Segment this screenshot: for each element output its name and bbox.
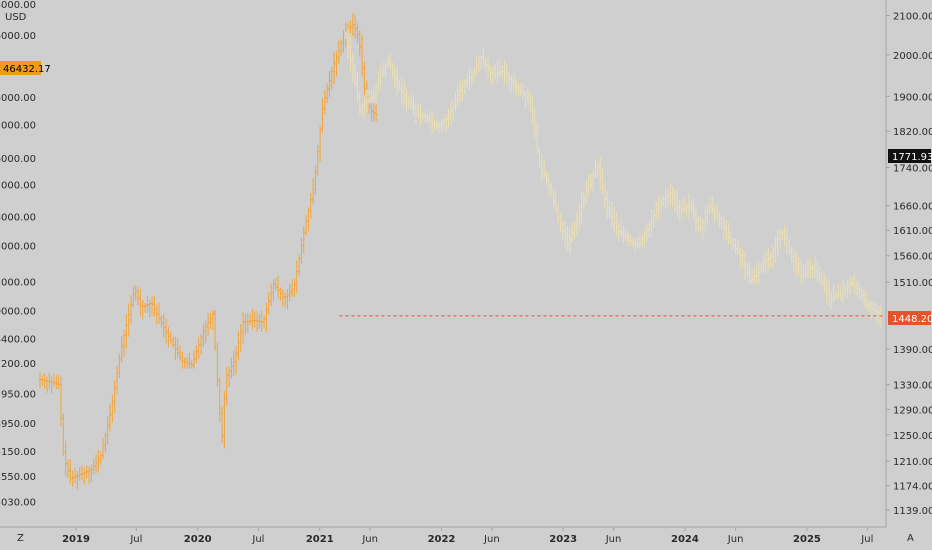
right-axis-series [344,28,882,328]
right-axis-tick-label: 1740.000 [893,163,932,174]
left-price-axis[interactable]: 68000.00 56000.00 38000.00 32000.00 26000.00… [0,0,36,509]
time-axis-tick-label: Jun [605,534,622,545]
left-last-value-tag-bg [0,61,41,75]
crosshair-value-tag: 1771.935 [888,149,932,163]
time-axis[interactable]: 2019 Jul 2020 Jul 2021 Jun 2022 Jun 2023 Jun 2024 J… [62,527,873,545]
right-axis-tick-label: 1900.000 [893,92,932,103]
time-axis-tick-label: 2021 [306,534,334,545]
time-axis-tick-label: Jun [727,534,744,545]
last-value-tag: 1448.203 [888,311,932,325]
left-axis-tick-label: 10000.00 [0,307,36,318]
left-axis-tick-label: 22000.00 [0,180,36,191]
time-axis-tick-label: 2022 [428,534,456,545]
time-axis-tick-label: Jun [361,534,378,545]
right-axis-tick-label: 2100.000 [893,11,932,22]
right-axis-tick-label: 1610.000 [893,226,932,237]
right-axis-tick-label: 1510.000 [893,278,932,289]
right-axis-tick-label: 1560.000 [893,252,932,263]
right-axis-tick-label: 1390.000 [893,345,932,356]
last-value-tag-text: 1448.203 [892,314,932,325]
time-axis-tick-label: Jul [251,534,264,545]
left-axis-tick-label: 68000.00 [0,0,36,11]
time-axis-tick-label: 2025 [793,534,821,545]
left-last-value-tag-text: 46432.17 [3,64,51,75]
left-axis-tick-label: 32000.00 [0,121,36,132]
right-axis-tick-label: 1290.000 [893,405,932,416]
ohlc-bar [374,104,378,122]
ohlc-bar [878,305,882,328]
left-axis-tick-label: 3550.00 [0,472,36,483]
left-axis-series [38,13,378,490]
last-value-tag-bg [888,311,931,325]
time-axis-tick-label: Jul [129,534,142,545]
crosshair-value-tag-bg [888,149,931,163]
right-axis-tick-label: 1330.000 [893,381,932,392]
left-axis-tick-label: 15000.00 [0,242,36,253]
auto-scale-icon[interactable]: A [907,533,914,544]
left-axis-tick-label: 26000.00 [0,154,36,165]
left-axis-tick-label: 5950.00 [0,390,36,401]
left-axis-tick-label: 7200.00 [0,359,36,370]
left-axis-tick-label: 8400.00 [0,334,36,345]
left-axis-tick-label: 12000.00 [0,277,36,288]
left-axis-tick-label: 4150.00 [0,447,36,458]
right-axis-tick-label: 1820.000 [893,127,932,138]
left-last-value-tag: 46432.17 [0,61,51,75]
plot-area [38,13,882,490]
left-axis-tick-label: 38000.00 [0,93,36,104]
left-axis-tick-label: 3030.00 [0,498,36,509]
right-axis-tick-label: 1250.000 [893,431,932,442]
right-axis-tick-label: 1174.000 [893,482,932,493]
time-axis-tick-label: 2023 [549,534,577,545]
time-axis-tick-label: Jun [483,534,500,545]
right-axis-tick-label: 1139.000 [893,506,932,517]
left-axis-tick-label: 4950.00 [0,419,36,430]
right-axis-tick-label: 1660.000 [893,202,932,213]
crosshair-value-tag-text: 1771.935 [892,152,932,163]
time-axis-tick-label: 2020 [184,534,212,545]
left-axis-tick-label: 56000.00 [0,31,36,42]
left-axis-unit-label: USD [5,12,27,23]
time-axis-tick-label: 2019 [62,534,90,545]
timezone-icon[interactable]: Z [17,533,24,544]
right-price-axis[interactable]: 2100.000 2000.000 1900.000 1820.000 1740.000… [886,11,932,517]
left-axis-tick-label: 18000.00 [0,213,36,224]
right-axis-tick-label: 2000.000 [893,51,932,62]
time-axis-tick-label: 2024 [671,534,699,545]
time-axis-tick-label: Jul [860,534,873,545]
right-axis-tick-label: 1210.000 [893,457,932,468]
